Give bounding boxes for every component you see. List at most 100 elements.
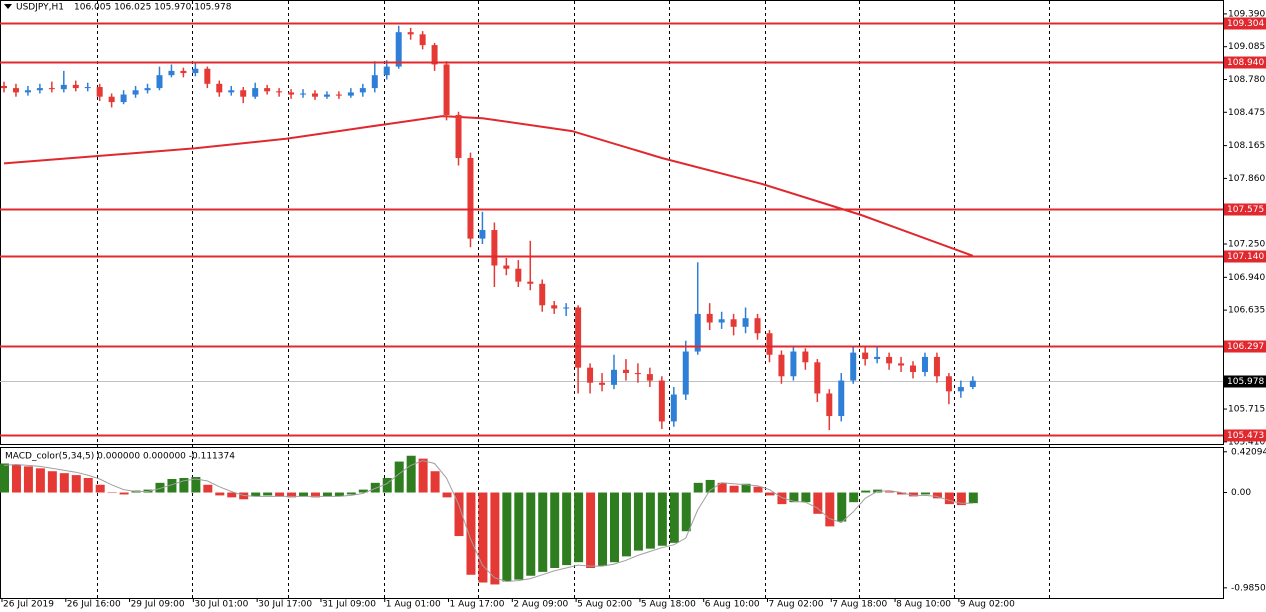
macd-bar: [956, 492, 966, 506]
macd-bar: [657, 492, 667, 546]
macd-bar: [849, 492, 859, 503]
candle-body: [252, 88, 259, 97]
candle-body: [527, 281, 534, 284]
candle-body: [431, 45, 438, 65]
macd-bar: [370, 482, 380, 493]
macd-bar: [47, 471, 57, 493]
x-tick-label: 29 Jul 09:00: [131, 600, 185, 610]
macd-bar: [418, 458, 428, 493]
candle-body: [12, 88, 19, 93]
macd-bar: [454, 492, 464, 537]
candle-body: [730, 319, 737, 327]
candle-body: [910, 365, 917, 372]
candle-body: [886, 356, 893, 364]
macd-bar: [609, 492, 619, 563]
x-tick-label: 26 Jul 16:00: [67, 600, 121, 610]
candle-body: [599, 382, 606, 385]
macd-bar: [59, 473, 69, 493]
candle-body: [407, 32, 414, 35]
candle-body: [826, 393, 833, 417]
y-tick-label: 108.475: [1228, 108, 1265, 118]
candle-body: [288, 92, 295, 95]
candle-body: [539, 283, 546, 306]
candle-body: [383, 66, 390, 76]
candle-body: [874, 356, 881, 360]
candle-body: [216, 83, 223, 93]
macd-bar: [717, 482, 727, 493]
candle-body: [658, 380, 665, 422]
macd-bar: [430, 471, 440, 493]
chart-subtitle: 106.005 106.025 105.970 105.978: [74, 3, 232, 13]
macd-bar: [837, 492, 847, 522]
x-tick-label: 26 Jul 2019: [3, 600, 54, 610]
macd-bar: [885, 491, 895, 493]
macd-frame: [0, 447, 1224, 599]
macd-bar: [514, 492, 524, 580]
y-tick-label: 106.940: [1228, 273, 1265, 283]
candle-body: [778, 354, 785, 377]
x-tick-label: 31 Jul 09:00: [322, 600, 376, 610]
level-label: 107.140: [1227, 252, 1264, 262]
macd-bar: [645, 492, 655, 549]
x-tick-label: 2 Aug 09:00: [513, 600, 568, 610]
macd-bar: [203, 484, 213, 493]
candle-body: [802, 351, 809, 363]
candle-body: [84, 87, 91, 89]
macd-bar: [275, 492, 285, 497]
moving-average: [3, 115, 974, 257]
candle-body: [933, 356, 940, 377]
macd-bar: [538, 492, 548, 572]
candle-body: [347, 92, 354, 96]
macd-bar: [11, 464, 21, 493]
macd-bar: [287, 492, 297, 498]
macd-bar: [897, 492, 907, 495]
macd-bar: [490, 492, 500, 585]
macd-bar: [478, 492, 488, 583]
candle-body: [682, 351, 689, 395]
macd-bar: [801, 492, 811, 503]
macd-bar: [669, 492, 679, 543]
candle-body: [48, 88, 55, 90]
macd-bar: [394, 461, 404, 493]
main-frame: [0, 0, 1224, 445]
candle-body: [491, 230, 498, 266]
x-tick-label: 7 Aug 18:00: [832, 600, 887, 610]
candle-body: [359, 88, 366, 93]
y-tick-label: 0.00: [1231, 488, 1251, 498]
level-label: 108.940: [1227, 58, 1264, 68]
level-label: 106.297: [1227, 342, 1264, 352]
y-tick-label: 105.715: [1228, 405, 1265, 415]
level-label-box: [1224, 17, 1266, 30]
y-tick-label: 107.860: [1228, 174, 1265, 184]
macd-bar: [550, 492, 560, 568]
candle-body: [766, 333, 773, 355]
macd-bar: [944, 492, 954, 505]
macd-bar: [23, 466, 33, 493]
y-tick-label: -0.98508: [1231, 583, 1266, 593]
macd-bar: [502, 492, 512, 582]
candle-body: [1, 85, 7, 89]
macd-bar: [861, 490, 871, 493]
macd-bar: [215, 492, 225, 496]
macd-bar: [119, 492, 129, 495]
macd-bar: [466, 492, 476, 575]
candle-body: [575, 307, 582, 368]
level-label-box: [1224, 203, 1266, 216]
candle-body: [718, 319, 725, 323]
candle-body: [850, 352, 857, 381]
candle-body: [742, 318, 749, 327]
level-label: 105.473: [1227, 431, 1264, 441]
macd-bar: [753, 486, 763, 493]
macd-bar: [346, 492, 356, 495]
candle-body: [180, 70, 187, 74]
macd-bar: [598, 492, 608, 567]
candle-body: [898, 363, 905, 366]
macd-bar: [155, 482, 165, 493]
macd-bar: [95, 484, 105, 493]
candle-body: [610, 369, 617, 385]
candle-body: [945, 376, 952, 392]
candle-body: [156, 75, 163, 89]
x-tick-label: 9 Aug 02:00: [960, 600, 1015, 610]
macd-bar: [765, 492, 775, 496]
